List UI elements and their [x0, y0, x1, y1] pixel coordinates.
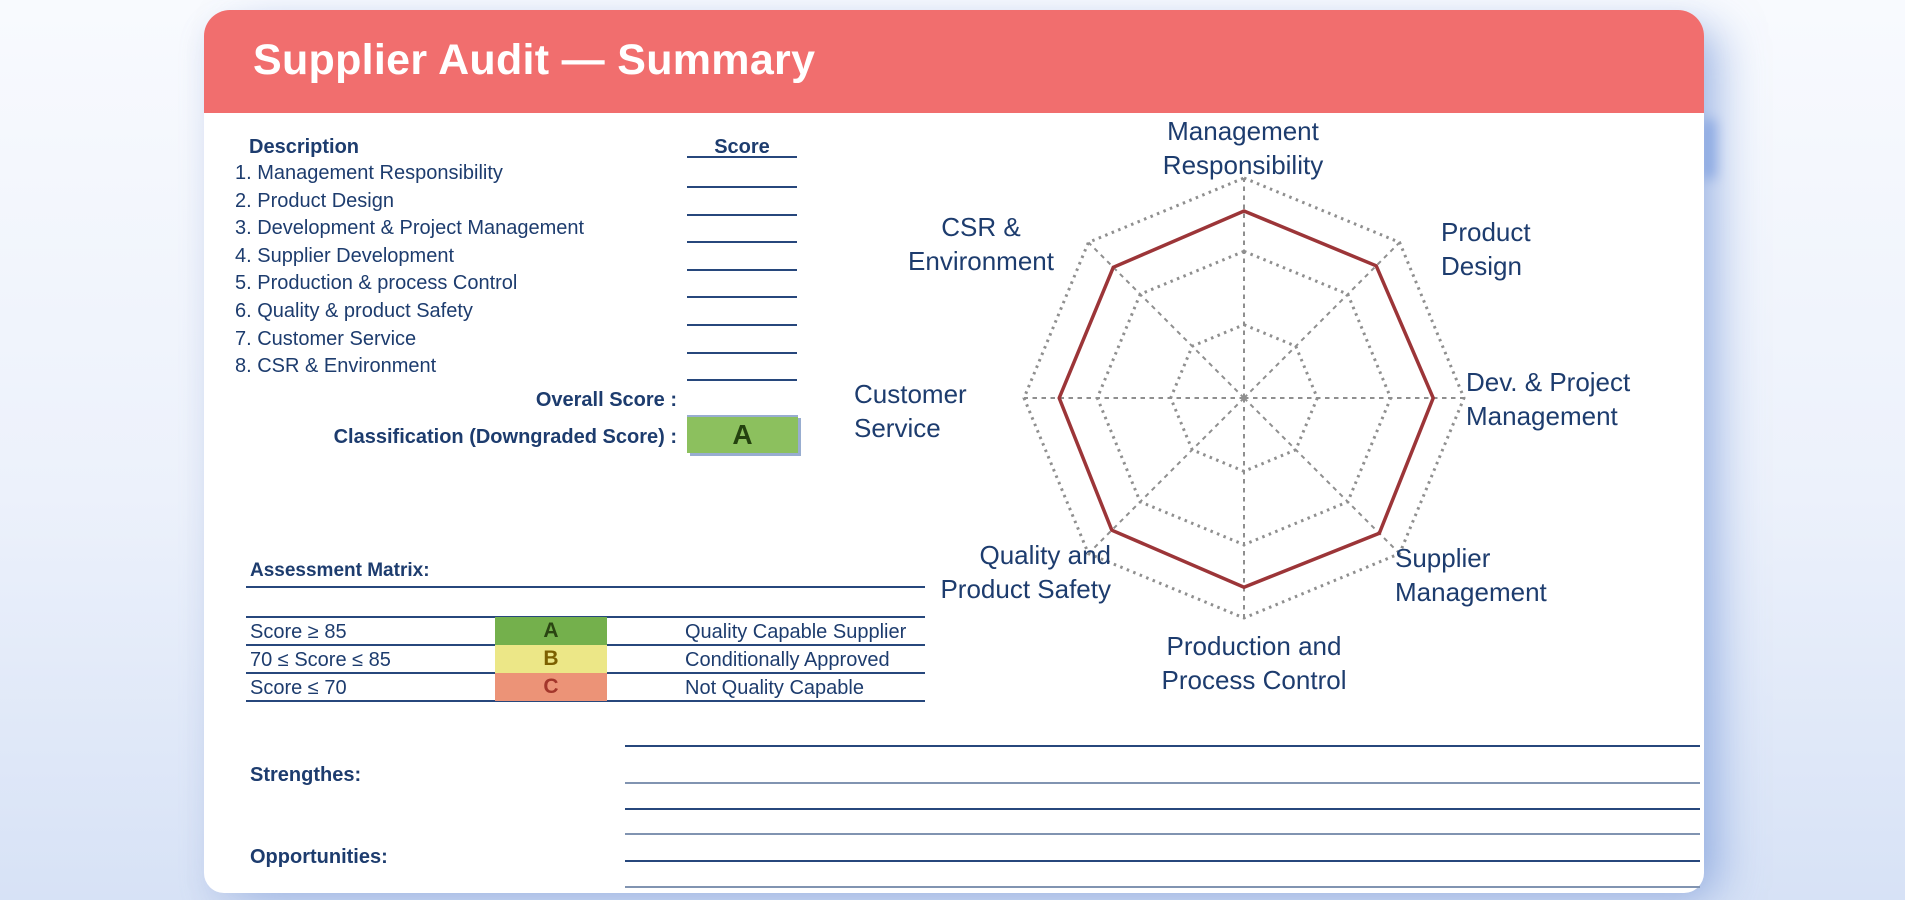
- radar-label-line: Management: [1395, 577, 1547, 607]
- radar-label-line: CSR &: [941, 212, 1021, 242]
- radar-chart: [1022, 176, 1466, 620]
- radar-label-line: Product Safety: [940, 574, 1111, 604]
- notes-line[interactable]: [625, 782, 1700, 784]
- score-header-underline: [687, 156, 797, 158]
- score-field[interactable]: [687, 379, 797, 382]
- matrix-grade-badge: A: [495, 617, 607, 645]
- score-field[interactable]: [687, 324, 797, 326]
- page-title: Supplier Audit — Summary: [253, 36, 816, 84]
- radar-label-production-process-control: Production and Process Control: [1162, 629, 1347, 697]
- radar-label-line: Management: [1167, 116, 1319, 146]
- assessment-matrix-title: Assessment Matrix:: [250, 560, 430, 581]
- list-item: 4. Supplier Development: [235, 244, 455, 267]
- radar-label-csr-environment: CSR & Environment: [908, 210, 1054, 278]
- matrix-divider: [246, 586, 925, 588]
- list-item: 2. Product Design: [235, 189, 394, 212]
- score-field[interactable]: [687, 296, 797, 299]
- notes-line[interactable]: [625, 745, 1700, 747]
- list-item: 3. Development & Project Management: [235, 217, 585, 240]
- opportunities-label: Opportunities:: [250, 846, 388, 868]
- list-item: 5. Production & process Control: [235, 272, 518, 295]
- score-field[interactable]: [687, 186, 797, 188]
- radar-label-line: Product: [1441, 217, 1531, 247]
- radar-label-customer-service: Customer Service: [854, 377, 967, 445]
- description-column-header: Description: [249, 136, 360, 158]
- radar-label-line: Supplier: [1395, 543, 1491, 573]
- overall-score-label: Overall Score :: [535, 389, 677, 411]
- radar-label-line: Quality and: [979, 540, 1111, 570]
- radar-label-management-responsibility: Management Responsibility: [1163, 114, 1323, 182]
- description-list: 1. Management Responsibility 2. Product …: [235, 160, 584, 381]
- radar-label-quality-product-safety: Quality and Product Safety: [940, 538, 1111, 606]
- matrix-meaning: Quality Capable Supplier: [685, 621, 907, 643]
- radar-label-line: Customer: [854, 379, 967, 409]
- matrix-range: Score ≥ 85: [250, 621, 347, 643]
- radar-label-line: Dev. & Project: [1466, 367, 1631, 397]
- edge-glow-decoration: [1701, 118, 1716, 180]
- score-field[interactable]: [687, 351, 797, 354]
- radar-label-supplier-management: Supplier Management: [1395, 541, 1547, 609]
- matrix-range: 70 ≤ Score ≤ 85: [250, 649, 391, 671]
- matrix-grade-badge: B: [495, 645, 607, 673]
- radar-label-line: Process Control: [1161, 665, 1347, 695]
- radar-label-line: Management: [1466, 401, 1618, 431]
- radar-label-line: Design: [1441, 251, 1522, 281]
- notes-line[interactable]: [625, 860, 1700, 862]
- score-column-header: Score: [714, 136, 770, 158]
- card-header: Supplier Audit — Summary: [204, 10, 1704, 113]
- radar-label-product-design: Product Design: [1441, 215, 1531, 283]
- classification-grade-badge: A: [687, 415, 798, 453]
- score-field[interactable]: [687, 268, 797, 271]
- notes-line[interactable]: [625, 833, 1700, 835]
- radar-label-dev-project-management: Dev. & Project Management: [1466, 365, 1630, 433]
- matrix-range: Score ≤ 70: [250, 677, 347, 699]
- notes-line[interactable]: [625, 808, 1700, 810]
- radar-label-line: Responsibility: [1162, 150, 1324, 180]
- list-item: 8. CSR & Environment: [235, 355, 437, 378]
- matrix-grade-badge: C: [495, 673, 607, 701]
- list-item: 1. Management Responsibility: [235, 162, 503, 184]
- radar-label-line: Service: [854, 413, 941, 443]
- score-field[interactable]: [687, 213, 797, 216]
- matrix-meaning: Conditionally Approved: [685, 649, 890, 671]
- notes-line[interactable]: [625, 886, 1700, 888]
- radar-label-line: Production and: [1166, 631, 1342, 661]
- summary-card: Supplier Audit — Summary Description Sco…: [204, 10, 1704, 893]
- list-item: 7. Customer Service: [235, 327, 417, 350]
- score-field[interactable]: [687, 241, 797, 244]
- radar-label-line: Environment: [908, 246, 1054, 276]
- classification-label: Classification (Downgraded Score) :: [333, 426, 677, 448]
- list-item: 6. Quality & product Safety: [235, 299, 473, 322]
- matrix-meaning: Not Quality Capable: [685, 677, 864, 699]
- matrix-divider: [246, 700, 925, 702]
- strengths-label: Strengthes:: [250, 764, 362, 786]
